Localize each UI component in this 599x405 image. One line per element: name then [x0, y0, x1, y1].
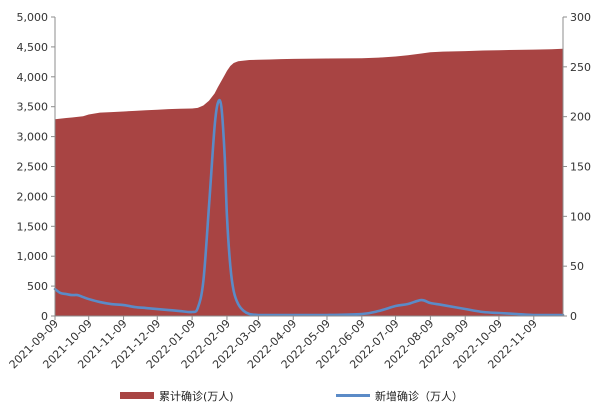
y-right-tick-label: 50 — [570, 260, 584, 273]
y-left-tick-label: 1,000 — [17, 250, 49, 263]
y-left-tick-label: 4,500 — [17, 41, 49, 54]
series-area-cumulative — [55, 49, 563, 316]
y-left-tick-label: 500 — [27, 280, 48, 293]
x-axis-ticks: 2021-09-092021-10-092021-11-092021-12-09… — [7, 316, 540, 371]
y-left-tick-label: 3,500 — [17, 101, 49, 114]
y-right-tick-label: 100 — [570, 210, 591, 223]
y-right-tick-label: 0 — [570, 310, 577, 323]
y-right-tick-label: 250 — [570, 61, 591, 74]
y-left-tick-label: 5,000 — [17, 11, 49, 24]
y-left-tick-label: 2,000 — [17, 190, 49, 203]
y-left-tick-label: 2,500 — [17, 161, 49, 174]
y-left-axis-ticks: 5,000 4,500 4,000 3,500 3,000 2,500 2,000 1,500… — [17, 11, 56, 323]
y-left-tick-label: 0 — [41, 310, 48, 323]
y-right-tick-label: 150 — [570, 161, 591, 174]
legend-label: 累计确诊(万人) — [159, 389, 234, 403]
legend: 累计确诊(万人) 新增确诊（万人） — [120, 389, 463, 403]
y-left-tick-label: 3,000 — [17, 131, 49, 144]
y-right-tick-label: 300 — [570, 11, 591, 24]
y-right-axis-ticks: 300 250 200 150 100 50 0 — [563, 11, 591, 323]
y-left-tick-label: 4,000 — [17, 71, 49, 84]
legend-swatch-area — [120, 392, 154, 399]
plot-area — [55, 49, 563, 316]
y-left-tick-label: 1,500 — [17, 220, 49, 233]
legend-label: 新增确诊（万人） — [375, 389, 463, 403]
y-right-tick-label: 200 — [570, 111, 591, 124]
